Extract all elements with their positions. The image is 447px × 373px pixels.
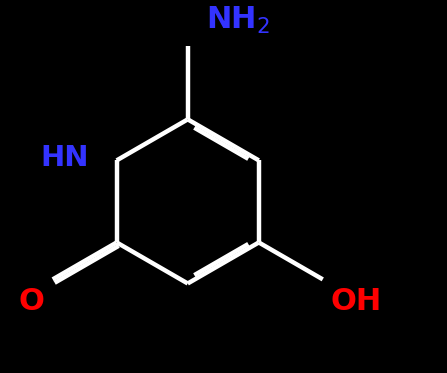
- Text: OH: OH: [331, 287, 382, 316]
- Text: HN: HN: [40, 144, 89, 172]
- Text: O: O: [19, 287, 45, 316]
- Text: NH$_2$: NH$_2$: [206, 4, 270, 35]
